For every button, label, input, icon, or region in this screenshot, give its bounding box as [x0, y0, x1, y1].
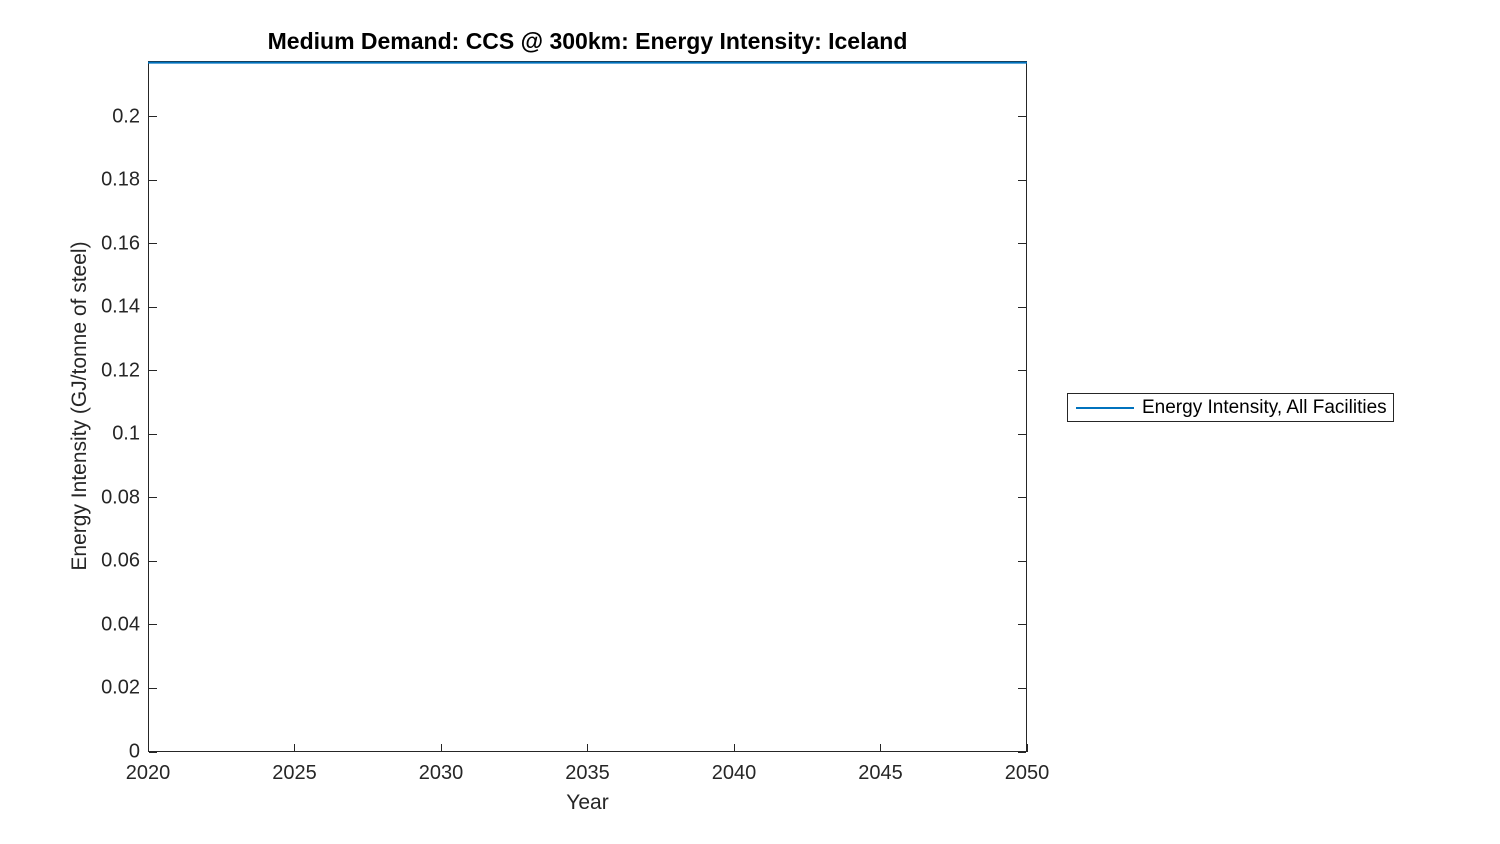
y-axis-label: Energy Intensity (GJ/tonne of steel) [68, 241, 91, 571]
y-tick-label: 0.08 [101, 486, 140, 509]
y-tick-mark-left [149, 751, 157, 753]
y-tick-mark-right [1018, 243, 1026, 245]
x-axis-label: Year [566, 791, 609, 814]
y-tick-mark-right [1018, 560, 1026, 562]
y-tick-mark-right [1018, 497, 1026, 499]
plot-area [148, 61, 1027, 752]
y-tick-mark-left [149, 370, 157, 372]
y-tick-label: 0.02 [101, 676, 140, 699]
y-tick-label: 0.18 [101, 168, 140, 191]
legend: Energy Intensity, All Facilities [1067, 393, 1394, 422]
x-tick-label: 2030 [418, 762, 464, 784]
y-tick-mark-right [1018, 306, 1026, 308]
y-tick-label: 0.16 [101, 232, 140, 255]
x-tick-mark [587, 744, 588, 752]
x-tick-label: 2025 [272, 762, 317, 784]
y-tick-mark-right [1018, 433, 1026, 435]
x-tick-mark [147, 744, 149, 752]
y-tick-mark-left [149, 306, 157, 308]
y-tick-label: 0 [128, 740, 140, 763]
y-tick-label: 0.12 [101, 359, 140, 382]
y-tick-label: 0.2 [112, 105, 140, 128]
x-tick-mark [1026, 744, 1028, 752]
y-tick-label: 0.1 [112, 422, 140, 445]
y-tick-mark-right [1018, 624, 1026, 626]
legend-entry-label: Energy Intensity, All Facilities [1142, 396, 1387, 418]
x-tick-mark [880, 744, 881, 752]
data-line-layer [148, 61, 1027, 64]
y-tick-mark-left [149, 116, 157, 118]
x-tick-mark [440, 744, 442, 752]
x-tick-label: 2045 [858, 762, 903, 784]
x-tick-label: 2040 [711, 762, 757, 784]
y-tick-label: 0.14 [101, 295, 140, 318]
y-tick-mark-left [149, 433, 157, 435]
y-tick-mark-left [149, 560, 157, 562]
y-tick-mark-left [149, 687, 157, 689]
y-tick-mark-left [149, 497, 157, 499]
x-tick-mark [294, 744, 295, 752]
y-tick-mark-right [1018, 179, 1026, 181]
legend-line-sample-icon [1076, 406, 1134, 409]
y-tick-label: 0.04 [101, 613, 140, 636]
y-tick-mark-right [1018, 687, 1026, 689]
x-tick-label: 2050 [1004, 762, 1050, 784]
y-tick-mark-left [149, 624, 157, 626]
y-tick-mark-left [149, 179, 157, 181]
chart-title: Medium Demand: CCS @ 300km: Energy Inten… [267, 28, 908, 54]
x-tick-label: 2035 [565, 762, 610, 784]
y-tick-mark-right [1018, 370, 1026, 372]
y-tick-mark-right [1018, 116, 1026, 118]
x-tick-label: 2020 [125, 762, 171, 784]
y-tick-label: 0.06 [101, 549, 140, 572]
x-tick-mark [733, 744, 735, 752]
y-tick-mark-left [149, 243, 157, 245]
y-tick-mark-right [1018, 751, 1026, 753]
